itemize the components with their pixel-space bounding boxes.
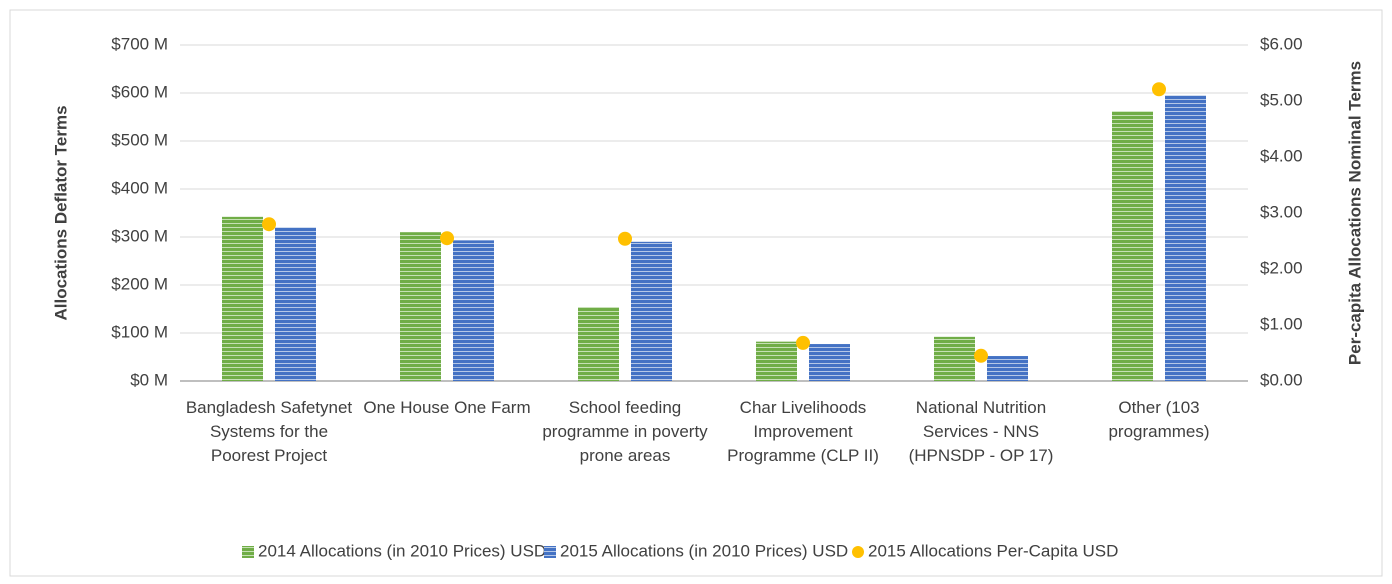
legend-swatch — [242, 546, 254, 558]
x-tick-label: National Nutrition Services - NNS (HPNSD… — [908, 398, 1054, 465]
bar — [1112, 111, 1153, 382]
y2-tick-label: $5.00 — [1260, 90, 1303, 109]
y-tick-label: $600 M — [111, 82, 168, 101]
bar — [453, 240, 494, 381]
y2-tick-label: $2.00 — [1260, 258, 1303, 277]
bar — [578, 307, 619, 381]
y2-tick-label: $1.00 — [1260, 314, 1303, 333]
dot — [1152, 82, 1166, 97]
y2-axis-title: Per-capita Allocations Nominal Terms — [1345, 61, 1364, 365]
x-tick-label: One House One Farm — [363, 398, 531, 417]
dot — [262, 217, 276, 232]
legend-swatch — [544, 546, 556, 558]
y2-tick-label: $6.00 — [1260, 34, 1303, 53]
bar — [934, 336, 975, 381]
y-tick-label: $700 M — [111, 34, 168, 53]
x-tick-label: Bangladesh Safetynet Systems for the Poo… — [185, 398, 353, 465]
bar — [1165, 95, 1206, 382]
bar — [756, 341, 797, 381]
bar — [400, 232, 441, 381]
chart-border — [9, 9, 1383, 577]
legend-label: 2014 Allocations (in 2010 Prices) USD — [258, 541, 546, 560]
y-axis-title: Allocations Deflator Terms — [51, 105, 70, 320]
x-tick-label: Char Livelihoods Improvement Programme (… — [727, 398, 879, 465]
y-tick-label: $0 M — [130, 370, 168, 389]
legend-label: 2015 Allocations (in 2010 Prices) USD — [560, 541, 848, 560]
dot — [440, 231, 454, 246]
y2-tick-label: $0.00 — [1260, 370, 1303, 389]
y2-tick-label: $4.00 — [1260, 146, 1303, 165]
x-tick-label: School feeding programme in poverty pron… — [542, 398, 708, 465]
y-tick-label: $500 M — [111, 130, 168, 149]
bar — [987, 356, 1028, 381]
dot — [618, 231, 632, 246]
y2-tick-label: $3.00 — [1260, 202, 1303, 221]
x-tick-label: Other (103 programmes) — [1108, 398, 1210, 441]
bar — [222, 216, 263, 381]
bar — [809, 344, 850, 381]
dot — [796, 335, 810, 350]
bar — [275, 227, 316, 381]
y-tick-label: $400 M — [111, 178, 168, 197]
y-tick-label: $300 M — [111, 226, 168, 245]
y-tick-label: $100 M — [111, 322, 168, 341]
dot — [974, 348, 988, 363]
bar — [631, 241, 672, 381]
y-tick-label: $200 M — [111, 274, 168, 293]
legend-label: 2015 Allocations Per-Capita USD — [868, 541, 1118, 560]
legend-swatch — [852, 546, 864, 558]
